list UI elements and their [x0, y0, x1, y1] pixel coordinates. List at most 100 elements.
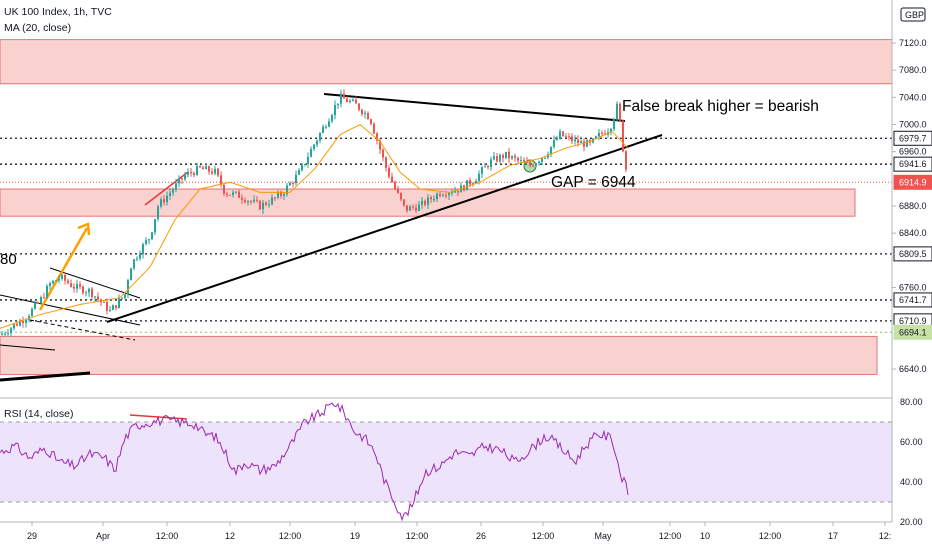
rsi-tick-label: 20.00: [900, 517, 923, 527]
candle-body: [139, 254, 141, 259]
candle-body: [34, 302, 36, 309]
price-badge-label: 6941.6: [899, 159, 927, 169]
candle-body: [112, 305, 114, 310]
candle-body: [310, 148, 312, 157]
candle-body: [229, 194, 231, 196]
price-badge[interactable]: [893, 174, 932, 190]
rsi-legend[interactable]: RSI (14, close): [4, 408, 74, 420]
candle-body: [409, 206, 411, 211]
candle-body: [412, 206, 414, 208]
ascending-trendline[interactable]: [106, 134, 663, 323]
candle-body: [127, 280, 129, 295]
price-axis[interactable]: 7120.0 7080.0 7040.0 7000.0 6960.0 6880.0 6840…: [892, 38, 932, 374]
descending-trendline[interactable]: [323, 93, 626, 122]
candle-body: [49, 283, 51, 287]
candle-body: [124, 294, 126, 298]
candle-body: [415, 207, 417, 211]
candle-body: [520, 160, 522, 162]
resistance-zone[interactable]: [0, 39, 893, 85]
candle-body: [241, 197, 243, 200]
currency-label: GBP: [905, 10, 924, 20]
candle-body: [220, 175, 222, 185]
candle-body: [457, 190, 459, 193]
price-tick-label: 6880.0: [899, 201, 927, 211]
time-tick-label: 12:: [879, 531, 892, 541]
price-badge[interactable]: [893, 130, 932, 146]
candle-body: [292, 183, 294, 185]
candle-body: [319, 132, 321, 141]
candle-body: [316, 140, 318, 145]
candle-body: [277, 193, 279, 198]
candle-body: [499, 154, 501, 162]
price-badge-label: 6710.9: [899, 316, 927, 326]
candle-body: [541, 158, 543, 162]
candle-body: [358, 103, 360, 110]
price-tick-label: 6640.0: [899, 364, 927, 374]
price-badge[interactable]: [893, 292, 932, 308]
ma-legend[interactable]: MA (20, close): [4, 22, 72, 34]
candle-body: [343, 93, 345, 99]
candle-body: [151, 232, 153, 240]
candle-body: [403, 199, 405, 206]
price-tick-label: 7040.0: [899, 92, 927, 102]
lower-trendline[interactable]: [0, 371, 91, 382]
candle-body: [577, 139, 579, 144]
candle-body: [490, 159, 492, 168]
price-tick-label: 6960.0: [899, 147, 927, 157]
candle-body: [73, 286, 75, 289]
candle-body: [4, 333, 6, 335]
time-tick-label: 12:00: [532, 531, 555, 541]
candle-body: [256, 199, 258, 201]
candle-body: [235, 191, 237, 193]
rsi-red-marker[interactable]: [129, 414, 188, 420]
candle-body: [580, 141, 582, 144]
time-tick-label: 29: [27, 531, 37, 541]
candle-body: [70, 283, 72, 287]
candle-body: [172, 189, 174, 193]
price-badge[interactable]: [893, 156, 932, 172]
price-badge-label: 6979.7: [899, 133, 927, 143]
candle-body: [406, 205, 408, 211]
candle-body: [265, 202, 267, 205]
candle-body: [466, 180, 468, 191]
candle-body: [346, 98, 348, 103]
candle-body: [160, 199, 162, 207]
candle-body: [175, 183, 177, 190]
price-tick-label: 6840.0: [899, 228, 927, 238]
candle-body: [349, 100, 351, 103]
price-badge[interactable]: [893, 246, 932, 262]
candle-body: [190, 172, 192, 174]
price-tick-label: 7120.0: [899, 38, 927, 48]
candle-body: [376, 133, 378, 141]
candle-body: [64, 274, 66, 281]
candle-body: [262, 202, 264, 210]
candle-body: [226, 193, 228, 195]
resistance-zone[interactable]: [0, 335, 878, 375]
candle-body: [583, 141, 585, 147]
time-axis[interactable]: 29 Apr 12:00 12 12:00 19 12:00 26 12:00 May 12:00 1…: [27, 522, 891, 541]
candle-body: [550, 146, 552, 155]
price-badge-label: 6694.1: [899, 327, 927, 337]
candle-body: [511, 156, 513, 159]
short-red-line[interactable]: [144, 171, 189, 206]
rsi-axis[interactable]: 80.00 60.00 40.00 20.00: [900, 397, 923, 527]
candle-body: [43, 297, 45, 299]
wick-line-left: [0, 344, 56, 351]
candle-body: [1, 333, 3, 336]
candle-body: [370, 119, 372, 124]
symbol-legend[interactable]: UK 100 Index, 1h, TVC: [4, 6, 112, 18]
candle-body: [478, 173, 480, 182]
resistance-zones: [0, 39, 893, 375]
candle-body: [145, 240, 147, 245]
currency-badge[interactable]: GBP: [900, 7, 926, 22]
price-tick-label: 7000.0: [899, 120, 927, 130]
flag-lower-line[interactable]: [0, 294, 141, 326]
flag-dashed-line[interactable]: [29, 319, 136, 341]
candle-body: [331, 115, 333, 122]
candle-body: [613, 119, 615, 129]
candle-body: [601, 132, 603, 134]
price-badge[interactable]: [893, 324, 932, 340]
candle-body: [514, 156, 516, 158]
candle-body: [364, 112, 366, 115]
